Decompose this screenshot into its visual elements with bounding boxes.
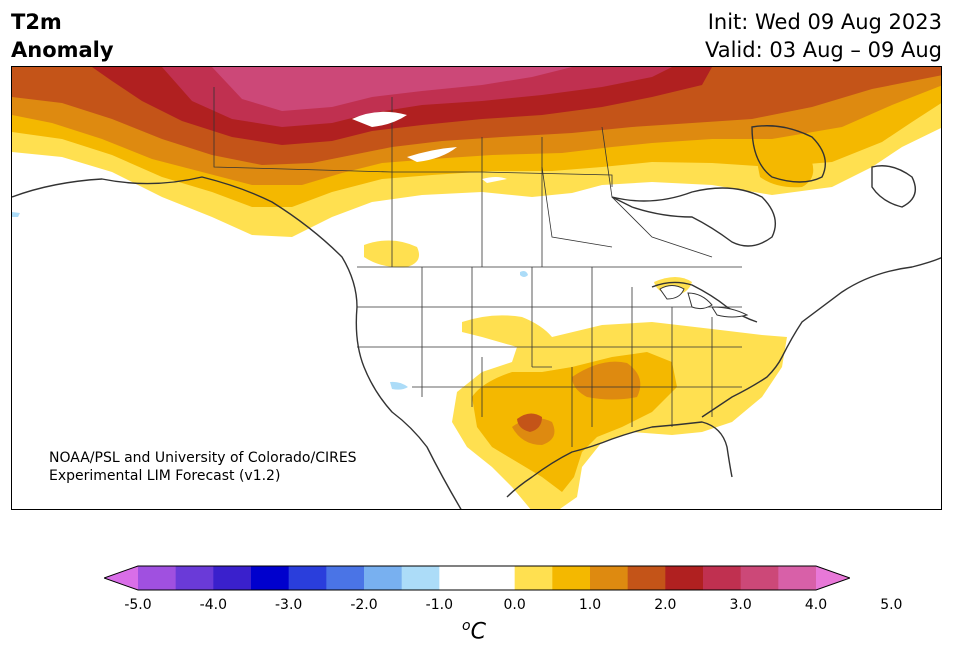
colorbar-unit: oC xyxy=(462,618,486,644)
light-blue-spots xyxy=(12,212,528,390)
colorbar-tick-label: -3.0 xyxy=(274,597,303,613)
colorbar-segment xyxy=(477,566,516,590)
colorbar xyxy=(104,565,850,591)
forecast-dates: Init: Wed 09 Aug 2023 Valid: 03 Aug – 09… xyxy=(705,8,942,64)
map-credit: NOAA/PSL and University of Colorado/CIRE… xyxy=(49,449,357,485)
colorbar-segment xyxy=(401,566,440,590)
colorbar-tick-label: -1.0 xyxy=(425,597,453,613)
colorbar-segment xyxy=(364,566,403,590)
colorbar-tick-label: 4.0 xyxy=(804,597,828,613)
credit-line-2: Experimental LIM Forecast (v1.2) xyxy=(49,468,281,484)
colorbar-extend-high xyxy=(816,566,850,590)
colorbar-segment xyxy=(778,566,817,590)
colorbar-segment xyxy=(703,566,742,590)
colorbar-segment xyxy=(138,566,177,590)
northern-water-white xyxy=(352,111,507,183)
colorbar-segment xyxy=(213,566,252,590)
colorbar-tick-label: -2.0 xyxy=(350,597,378,613)
colorbar-tick-label: 0.0 xyxy=(503,597,526,613)
anomaly-fill-yellow-idaho xyxy=(364,240,420,268)
colorbar-tick-label: -4.0 xyxy=(199,597,227,613)
colorbar-segment xyxy=(552,566,591,590)
colorbar-segment xyxy=(514,566,553,590)
colorbar-outline xyxy=(104,565,850,591)
colorbar-tick-label: -5.0 xyxy=(124,597,152,613)
colorbar-segment xyxy=(665,566,704,590)
colorbar-segment xyxy=(288,566,327,590)
colorbar-tick-label: 5.0 xyxy=(880,597,903,613)
anomaly-fill-pink xyxy=(212,67,572,111)
init-date: Init: Wed 09 Aug 2023 xyxy=(707,10,942,34)
colorbar-segment xyxy=(251,566,290,590)
colorbar-tick-label: 1.0 xyxy=(578,597,602,613)
colorbar-segment xyxy=(175,566,214,590)
colorbar-segment xyxy=(740,566,779,590)
anomaly-fill-rust-south xyxy=(517,413,542,432)
political-borders xyxy=(213,87,742,447)
anomaly-map xyxy=(11,66,942,510)
anomaly-fill-orange-south xyxy=(512,361,641,445)
title-line-2: Anomaly xyxy=(11,38,114,62)
unit-base: C xyxy=(470,619,486,645)
colorbar-segment xyxy=(439,566,478,590)
colorbar-segment xyxy=(326,566,365,590)
great-lakes xyxy=(659,285,749,318)
anomaly-fill-gold-east xyxy=(757,155,814,188)
unit-superscript: o xyxy=(462,618,471,634)
title-line-1: T2m xyxy=(11,10,62,34)
colorbar-segment xyxy=(627,566,666,590)
map-title: T2m Anomaly xyxy=(11,8,114,64)
colorbar-segment xyxy=(590,566,629,590)
colorbar-tick-label: 2.0 xyxy=(654,597,677,613)
colorbar-extend-low xyxy=(104,566,138,590)
valid-range: Valid: 03 Aug – 09 Aug xyxy=(704,38,942,62)
credit-line-1: NOAA/PSL and University of Colorado/CIRE… xyxy=(49,450,357,466)
colorbar-tick-label: 3.0 xyxy=(729,597,752,613)
map-canvas xyxy=(12,67,941,509)
